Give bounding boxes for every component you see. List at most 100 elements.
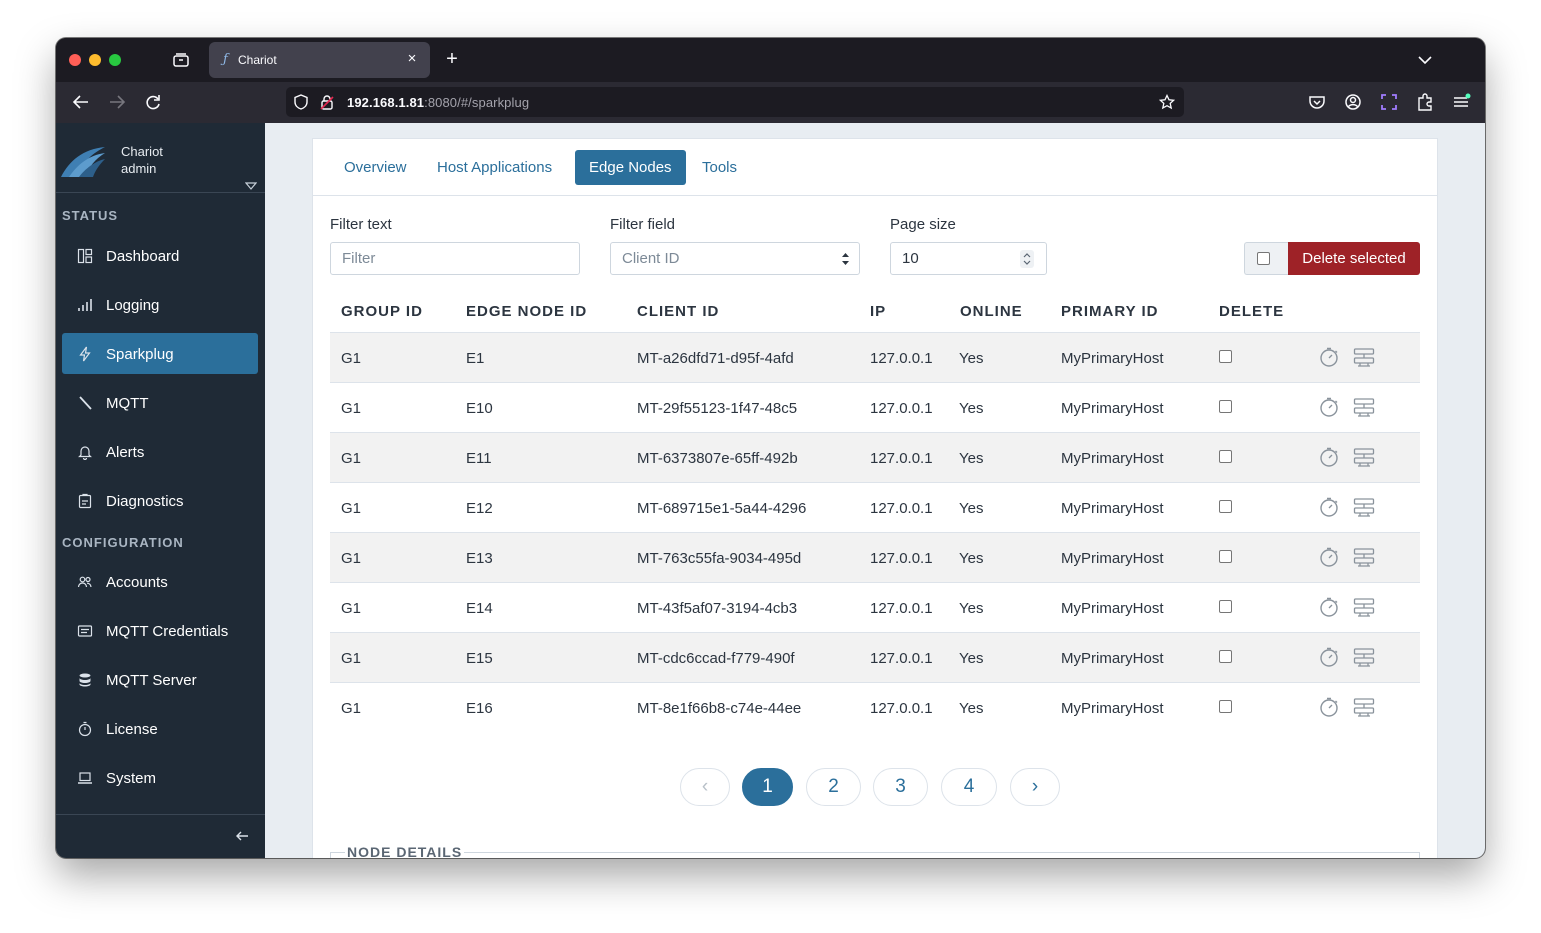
select-all-checkbox[interactable]	[1257, 252, 1270, 265]
stopwatch-icon[interactable]	[1318, 696, 1340, 718]
pagination-page-1[interactable]: 1	[742, 768, 793, 806]
tab-host-applications[interactable]: Host Applications	[437, 159, 553, 176]
tab-tools[interactable]: Tools	[702, 159, 738, 176]
url-text[interactable]: 192.168.1.81:8080/#/sparkplug	[347, 95, 529, 110]
sidebar-item-mqtt[interactable]: MQTT	[62, 382, 258, 423]
stopwatch-icon[interactable]	[1318, 646, 1340, 668]
slash-icon	[77, 395, 93, 411]
row-delete-checkbox[interactable]	[1219, 400, 1232, 413]
table-row[interactable]: G1 E16 MT-8e1f66b8-c74e-44ee 127.0.0.1 Y…	[330, 683, 1420, 733]
reload-icon[interactable]	[142, 92, 164, 112]
stopwatch-icon[interactable]	[1318, 346, 1340, 368]
sidebar-item-label: MQTT Credentials	[106, 623, 229, 640]
stopwatch-icon[interactable]	[1318, 396, 1340, 418]
sidebar-item-sparkplug[interactable]: Sparkplug	[62, 333, 258, 374]
filter-field-select[interactable]: Client ID	[610, 242, 860, 275]
delete-selected-button[interactable]: Delete selected	[1288, 242, 1420, 275]
node-control-icon[interactable]	[1353, 396, 1375, 418]
extensions-icon[interactable]	[1415, 92, 1435, 112]
menu-icon[interactable]	[1451, 92, 1471, 112]
pagination-prev-button[interactable]: ‹	[680, 768, 730, 806]
tab-overview-icon[interactable]	[172, 52, 190, 68]
row-delete-checkbox[interactable]	[1219, 650, 1232, 663]
configuration-section-label: CONFIGURATION	[62, 535, 184, 550]
table-row[interactable]: G1 E14 MT-43f5af07-3194-4cb3 127.0.0.1 Y…	[330, 583, 1420, 633]
row-delete-checkbox[interactable]	[1219, 500, 1232, 513]
stopwatch-icon[interactable]	[1318, 446, 1340, 468]
row-delete-checkbox[interactable]	[1219, 450, 1232, 463]
back-arrow-icon[interactable]	[70, 92, 92, 112]
cell-primary-id: MyPrimaryHost	[1061, 650, 1164, 667]
filter-text-input[interactable]: Filter	[330, 242, 580, 275]
sidebar-item-mqtt-server[interactable]: MQTT Server	[62, 659, 258, 700]
chevron-down-icon[interactable]	[1415, 50, 1435, 70]
node-control-icon[interactable]	[1353, 696, 1375, 718]
cell-client-id: MT-29f55123-1f47-48c5	[637, 400, 798, 417]
screenshot-icon[interactable]	[1379, 92, 1399, 112]
header-delete: DELETE	[1219, 303, 1285, 320]
user-menu-caret-icon[interactable]	[244, 178, 258, 190]
table-row[interactable]: G1 E1 MT-a26dfd71-d95f-4afd 127.0.0.1 Ye…	[330, 333, 1420, 383]
row-delete-checkbox[interactable]	[1219, 350, 1232, 363]
row-delete-checkbox[interactable]	[1219, 550, 1232, 563]
node-control-icon[interactable]	[1353, 596, 1375, 618]
close-tab-icon[interactable]: ×	[407, 50, 417, 67]
pocket-icon[interactable]	[1307, 92, 1327, 112]
shield-icon[interactable]	[293, 94, 309, 110]
pagination-page-4[interactable]: 4	[941, 768, 997, 806]
browser-tab-chariot[interactable]: ƒ Chariot ×	[209, 42, 430, 78]
sidebar-item-label: Diagnostics	[106, 493, 184, 510]
cell-online: Yes	[959, 450, 984, 467]
sidebar: Chariot admin STATUS Dashboard Logging S…	[56, 123, 265, 858]
sidebar-item-accounts[interactable]: Accounts	[62, 561, 258, 602]
new-tab-plus-icon[interactable]: +	[446, 48, 458, 70]
dashboard-icon	[77, 248, 93, 264]
row-delete-checkbox[interactable]	[1219, 600, 1232, 613]
stopwatch-icon[interactable]	[1318, 496, 1340, 518]
cell-group-id: G1	[341, 450, 362, 467]
url-bar[interactable]: 192.168.1.81:8080/#/sparkplug	[286, 87, 1184, 117]
node-control-icon[interactable]	[1353, 446, 1375, 468]
pagination-next-button[interactable]: ›	[1010, 768, 1060, 806]
cell-ip: 127.0.0.1	[870, 600, 933, 617]
node-control-icon[interactable]	[1353, 546, 1375, 568]
cell-group-id: G1	[341, 550, 362, 567]
sidebar-item-diagnostics[interactable]: Diagnostics	[62, 480, 258, 521]
page-size-input[interactable]: 10	[890, 242, 1047, 275]
tab-edge-nodes[interactable]: Edge Nodes	[575, 150, 686, 185]
status-section-label: STATUS	[62, 208, 119, 223]
sidebar-item-mqtt-credentials[interactable]: MQTT Credentials	[62, 610, 258, 651]
close-window-button[interactable]	[69, 54, 81, 66]
bookmark-star-icon[interactable]	[1158, 93, 1176, 110]
account-icon[interactable]	[1343, 92, 1363, 112]
collapse-sidebar-arrow-icon[interactable]	[234, 829, 250, 843]
sidebar-item-logging[interactable]: Logging	[62, 284, 258, 325]
minimize-window-button[interactable]	[89, 54, 101, 66]
stopwatch-icon[interactable]	[1318, 546, 1340, 568]
select-all-wrapper	[1244, 242, 1289, 275]
insecure-lock-icon[interactable]	[319, 94, 335, 110]
node-control-icon[interactable]	[1353, 646, 1375, 668]
header-ip: IP	[870, 303, 887, 320]
tab-overview[interactable]: Overview	[344, 159, 407, 176]
table-row[interactable]: G1 E11 MT-6373807e-65ff-492b 127.0.0.1 Y…	[330, 433, 1420, 483]
pagination-page-3[interactable]: 3	[873, 768, 928, 806]
row-delete-checkbox[interactable]	[1219, 700, 1232, 713]
sidebar-item-system[interactable]: System	[62, 757, 258, 798]
sidebar-item-license[interactable]: License	[62, 708, 258, 749]
sidebar-item-alerts[interactable]: Alerts	[62, 431, 258, 472]
sidebar-item-dashboard[interactable]: Dashboard	[62, 235, 258, 276]
node-control-icon[interactable]	[1353, 346, 1375, 368]
brand-header[interactable]: Chariot admin	[56, 123, 265, 193]
table-row[interactable]: G1 E10 MT-29f55123-1f47-48c5 127.0.0.1 Y…	[330, 383, 1420, 433]
stepper-arrows-icon[interactable]	[1020, 250, 1034, 268]
zoom-window-button[interactable]	[109, 54, 121, 66]
stopwatch-icon[interactable]	[1318, 596, 1340, 618]
table-row[interactable]: G1 E15 MT-cdc6ccad-f779-490f 127.0.0.1 Y…	[330, 633, 1420, 683]
pagination-page-2[interactable]: 2	[806, 768, 861, 806]
forward-arrow-icon[interactable]	[106, 92, 128, 112]
table-row[interactable]: G1 E13 MT-763c55fa-9034-495d 127.0.0.1 Y…	[330, 533, 1420, 583]
node-control-icon[interactable]	[1353, 496, 1375, 518]
header-online: ONLINE	[960, 303, 1023, 320]
table-row[interactable]: G1 E12 MT-689715e1-5a44-4296 127.0.0.1 Y…	[330, 483, 1420, 533]
